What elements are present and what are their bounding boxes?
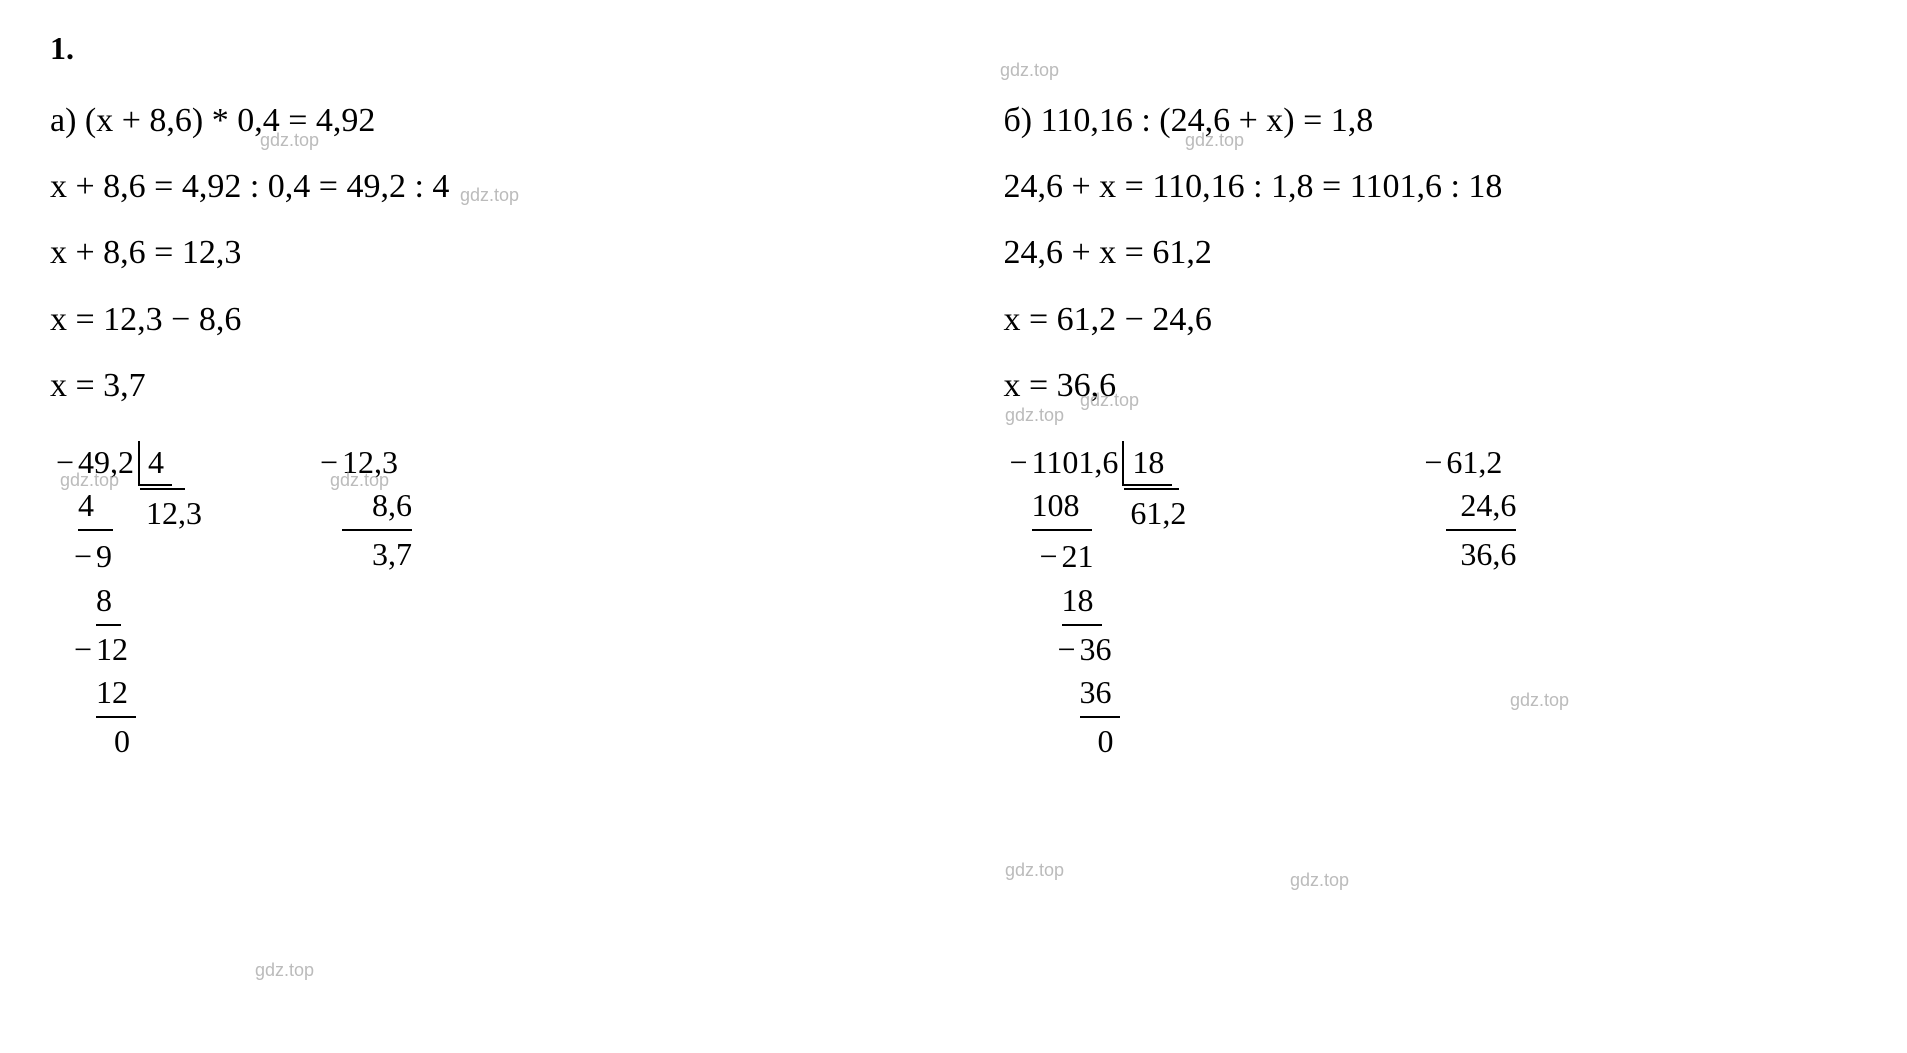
- minus-sign: −: [1040, 535, 1058, 578]
- page-number: 1.: [50, 30, 74, 67]
- quotient: 12,3: [138, 495, 202, 531]
- watermark-text: gdz.top: [1290, 870, 1349, 891]
- columns-container: а) (x + 8,6) * 0,4 = 4,92 x + 8,6 = 4,92…: [50, 90, 1857, 763]
- sub-bottom: 8,6: [372, 487, 412, 523]
- right-column: б) 110,16 : (24,6 + x) = 1,8 24,6 + x = …: [1004, 90, 1858, 763]
- minus-sign: −: [1424, 441, 1442, 484]
- watermark-text: gdz.top: [1510, 690, 1569, 711]
- eq-line: 24,6 + x = 110,16 : 1,8 = 1101,6 : 18: [1004, 156, 1858, 217]
- step: 36: [1080, 674, 1112, 710]
- sub-result: 3,7: [372, 536, 412, 572]
- watermark-text: gdz.top: [460, 185, 519, 206]
- column-subtraction: − 61,2 24,6 36,6: [1446, 441, 1516, 577]
- watermark-text: gdz.top: [260, 130, 319, 151]
- step: 12: [96, 674, 128, 710]
- eq-line: б) 110,16 : (24,6 + x) = 1,8: [1004, 90, 1858, 151]
- sub-result: 36,6: [1460, 536, 1516, 572]
- sub-top: 61,2: [1446, 444, 1502, 480]
- eq-line: 24,6 + x = 61,2: [1004, 222, 1858, 283]
- step: 108: [1032, 487, 1080, 523]
- eq-line: x = 3,7: [50, 355, 904, 416]
- column-subtraction: − 12,3 8,6 3,7: [342, 441, 412, 577]
- arithmetic-row: − 1101,6 108 18 61,2 − 21: [1004, 441, 1858, 763]
- watermark-text: gdz.top: [1005, 860, 1064, 881]
- step: 36: [1080, 631, 1112, 667]
- watermark-text: gdz.top: [1005, 405, 1064, 426]
- step: 9: [96, 538, 112, 574]
- watermark-text: gdz.top: [255, 960, 314, 981]
- step: 21: [1062, 538, 1094, 574]
- minus-sign: −: [74, 628, 92, 671]
- divisor: 18: [1122, 441, 1172, 486]
- minus-sign: −: [1010, 441, 1028, 484]
- watermark-text: gdz.top: [1000, 60, 1059, 81]
- step: 18: [1062, 582, 1094, 618]
- watermark-text: gdz.top: [330, 470, 389, 491]
- arithmetic-row: − 49,2 4 4 4 12,3: [50, 441, 904, 763]
- step: 0: [1098, 723, 1114, 759]
- quotient: 61,2: [1122, 495, 1186, 531]
- watermark-text: gdz.top: [60, 470, 119, 491]
- eq-line: x = 12,3 − 8,6: [50, 289, 904, 350]
- eq-line: а) (x + 8,6) * 0,4 = 4,92: [50, 90, 904, 151]
- step: 12: [96, 631, 128, 667]
- dividend: 1101,6: [1032, 444, 1119, 480]
- minus-sign: −: [1058, 628, 1076, 671]
- eq-line: x = 61,2 − 24,6: [1004, 289, 1858, 350]
- watermark-text: gdz.top: [1080, 390, 1139, 411]
- step: 0: [114, 723, 130, 759]
- divisor: 4: [138, 441, 172, 486]
- eq-line: x + 8,6 = 12,3: [50, 222, 904, 283]
- sub-bottom: 24,6: [1460, 487, 1516, 523]
- step: 8: [96, 582, 112, 618]
- long-division: − 1101,6 108 18 61,2 − 21: [1032, 441, 1187, 763]
- minus-sign: −: [74, 535, 92, 578]
- watermark-text: gdz.top: [1185, 130, 1244, 151]
